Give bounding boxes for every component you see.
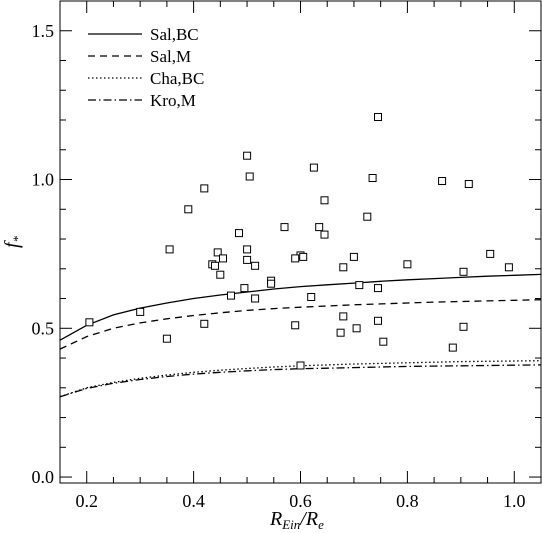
- data-point: [85, 318, 94, 327]
- data-point: [243, 255, 252, 264]
- data-point: [438, 177, 447, 185]
- data-point: [240, 284, 249, 293]
- legend-label: Cha,BC: [150, 69, 204, 88]
- data-point: [184, 205, 193, 214]
- x-tick-label: 0.6: [289, 491, 312, 511]
- x-tick-label: 0.4: [182, 491, 205, 511]
- data-point: [216, 270, 225, 279]
- data-point: [211, 261, 219, 270]
- legend-label: Kro,M: [150, 91, 196, 110]
- data-points: [85, 113, 513, 370]
- data-point: [245, 172, 254, 181]
- data-point: [213, 248, 222, 257]
- data-point: [243, 151, 252, 160]
- data-point: [486, 249, 495, 258]
- data-point: [251, 294, 260, 303]
- x-axis-title: REin/Re: [269, 508, 324, 532]
- data-point: [251, 261, 260, 270]
- model-curves: [59, 273, 542, 398]
- data-point: [320, 196, 329, 205]
- data-point: [339, 263, 348, 272]
- data-point: [355, 281, 364, 290]
- data-point: [165, 245, 174, 254]
- data-point: [280, 223, 289, 232]
- x-tick-label: 1.0: [503, 491, 526, 511]
- data-point: [448, 343, 457, 352]
- plot-frame: [59, 0, 542, 484]
- data-point: [200, 319, 209, 328]
- legend-label: Sal,BC: [150, 25, 199, 44]
- x-tick-label: 0.2: [75, 491, 98, 511]
- data-point: [464, 180, 473, 188]
- legend-label: Sal,M: [150, 47, 191, 66]
- data-point: [136, 307, 145, 316]
- legend: Sal,BC Sal,M Cha,BC Kro,M: [88, 25, 204, 110]
- data-point: [339, 312, 348, 321]
- y-tick-label: 1.0: [32, 170, 55, 190]
- axis-ticks: [60, 0, 542, 483]
- data-point: [235, 229, 243, 238]
- data-point: [363, 212, 372, 221]
- y-tick-label: 0.5: [32, 318, 55, 338]
- series-line-dashed: [59, 299, 542, 350]
- data-point: [336, 328, 345, 337]
- data-point: [349, 252, 358, 261]
- data-point: [299, 252, 308, 261]
- y-tick-label: 0.0: [32, 467, 55, 487]
- data-point: [403, 260, 412, 269]
- data-point: [315, 223, 324, 232]
- data-point: [296, 361, 305, 370]
- data-point: [309, 163, 318, 172]
- data-point: [459, 322, 468, 331]
- data-point: [379, 337, 388, 346]
- y-axis-title: f*: [1, 235, 25, 248]
- data-point: [227, 291, 235, 300]
- data-point: [352, 324, 361, 333]
- data-point: [291, 254, 300, 263]
- data-point: [307, 293, 316, 301]
- data-point: [504, 263, 513, 272]
- data-point: [374, 316, 382, 325]
- plot-border: [59, 0, 542, 484]
- data-point: [459, 267, 468, 276]
- data-point: [267, 279, 276, 288]
- data-point: [162, 334, 171, 343]
- data-point: [320, 230, 329, 239]
- data-point: [374, 113, 382, 121]
- data-point: [374, 284, 382, 293]
- data-point: [291, 321, 300, 330]
- tick-labels: 0.2 0.4 0.6 0.8 1.0 0.0 0.5 1.0 1.5: [32, 21, 526, 511]
- series-line-dashdot: [59, 364, 542, 398]
- data-point: [219, 254, 227, 263]
- x-tick-label: 0.8: [396, 491, 419, 511]
- y-tick-label: 1.5: [32, 21, 55, 41]
- data-point: [243, 245, 252, 254]
- data-point: [368, 174, 377, 182]
- data-point: [200, 184, 209, 193]
